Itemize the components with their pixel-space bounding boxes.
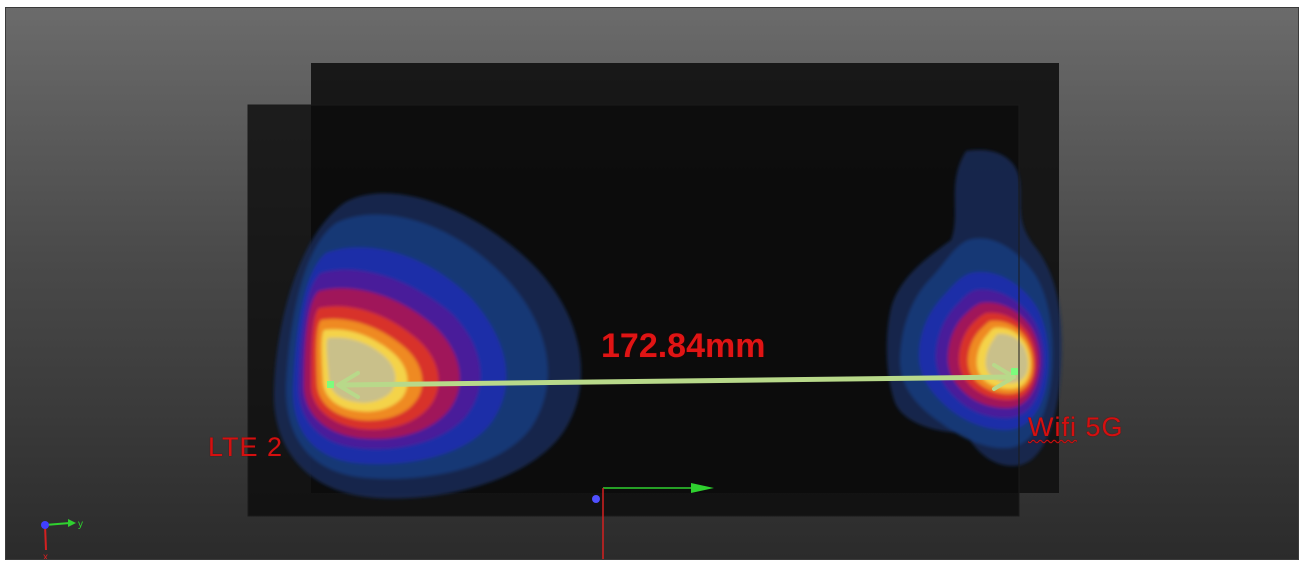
axis-y-label: y [78,519,83,530]
measurement-arrow[interactable] [327,363,1018,399]
axis-triad: y x [41,519,83,560]
origin-gizmo [592,483,714,559]
wifi-heatmap-blob [886,149,1062,466]
wifi-5g-label: Wifi 5G [1028,412,1124,443]
distance-label: 172.84mm [601,327,766,365]
lte-heatmap-blob [273,193,582,499]
wifi-label-word: Wifi [1028,412,1077,442]
lte-2-label: LTE 2 [208,432,284,462]
scene-canvas[interactable]: y x [6,8,1299,560]
board-overlay [247,104,1020,517]
wifi-label-band: 5G [1076,412,1124,442]
measure-start-handle[interactable] [327,381,334,388]
3d-viewport[interactable]: y x 172.84mm LTE 2 Wifi 5G [5,7,1299,560]
axis-x-label: x [43,552,48,560]
measure-end-handle[interactable] [1011,368,1018,375]
